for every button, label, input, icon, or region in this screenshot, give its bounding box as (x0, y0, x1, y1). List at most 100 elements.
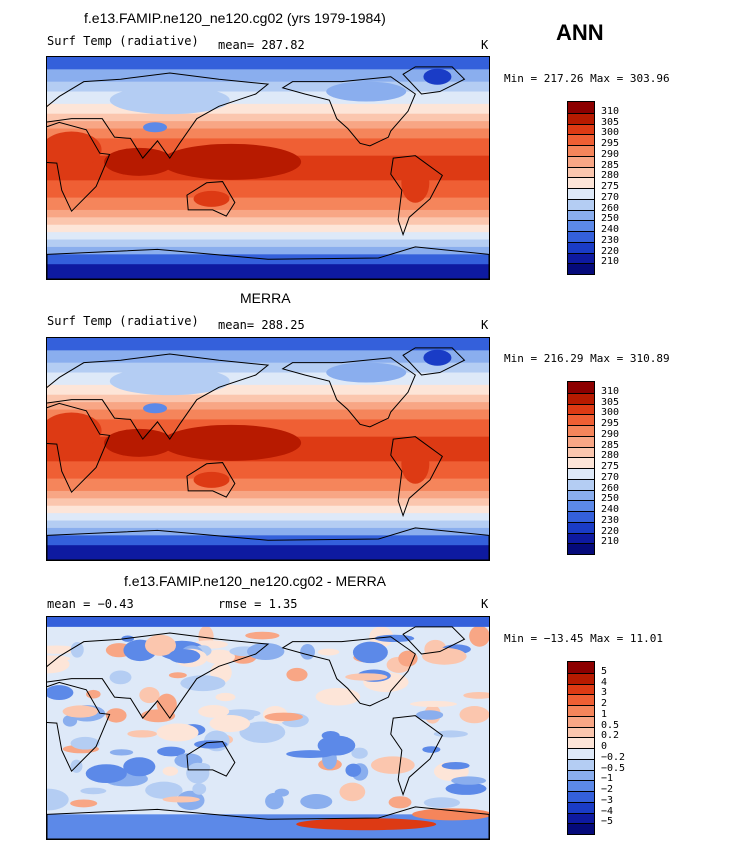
temperature-band (47, 197, 489, 211)
anomaly-patch (264, 712, 303, 722)
anomaly-patch (109, 749, 134, 756)
colorbar-tick-label: 280 (601, 450, 620, 462)
colorbar-swatch (568, 446, 594, 458)
coastline (47, 527, 489, 560)
colorbar-swatch (568, 102, 594, 113)
colorbar-swatch (568, 425, 594, 436)
colorbar-swatch (568, 521, 594, 533)
temperature-band (47, 128, 489, 139)
anomaly-patch (445, 782, 487, 795)
colorbar-tick-label: −2 (601, 784, 614, 795)
coastline (47, 72, 270, 160)
anomaly-patch (345, 673, 388, 681)
warm-pool (104, 147, 175, 176)
panel2-mean-label: mean= 288.25 (218, 318, 305, 332)
arctic-anomaly (47, 617, 489, 627)
anomaly-patch (398, 650, 418, 667)
temperature-band (47, 121, 489, 130)
colorbar-tick-label: 240 (601, 224, 620, 235)
anomaly-patch (180, 675, 226, 692)
panel1-minmax: Min = 217.26 Max = 303.96 (504, 72, 670, 85)
panel1-colorbar (567, 101, 595, 275)
colorbar-tick-label: −0.2 (601, 751, 626, 763)
temperature-band (47, 57, 489, 70)
coastline (390, 155, 443, 237)
colorbar-swatch (568, 694, 594, 705)
colorbar-swatch (568, 468, 594, 479)
warm-pool (104, 428, 175, 457)
colorbar-tick-label: 0 (601, 741, 608, 752)
panel1-title: f.e13.FAMIP.ne120_ne120.cg02 (yrs 1979-1… (84, 10, 386, 26)
coastline (402, 347, 466, 376)
anomaly-patch (245, 631, 280, 640)
colorbar-tick-label: 230 (601, 234, 620, 246)
colorbar-swatch (568, 662, 594, 673)
anomaly-patch (321, 731, 340, 740)
coastline (47, 402, 111, 494)
anomaly-patch (144, 634, 177, 656)
colorbar-swatch (568, 403, 594, 415)
anomaly-patch (374, 634, 415, 643)
colorbar-tick-label: 210 (601, 536, 620, 548)
land-warm (193, 471, 230, 488)
panel2-map (46, 337, 490, 561)
colorbar-tick-label: 310 (601, 385, 620, 397)
coastline (281, 76, 416, 147)
temperature-band (47, 81, 489, 93)
anomaly-patch (156, 723, 199, 742)
colorbar-swatch (568, 532, 594, 544)
anomaly-patch (423, 797, 461, 809)
panel2-minmax: Min = 216.29 Max = 310.89 (504, 352, 670, 365)
temperature-band (47, 103, 489, 115)
anomaly-patch (193, 762, 211, 772)
land-warm (401, 443, 430, 484)
land-cold (109, 367, 230, 396)
colorbar-swatch (568, 791, 594, 802)
anomaly-patch (433, 730, 468, 738)
anomaly-patch (139, 687, 160, 704)
temperature-band (47, 513, 489, 522)
anomaly-patch (62, 705, 99, 718)
temperature-band (47, 350, 489, 364)
temperature-band (47, 209, 489, 218)
panel2-variable-label: Surf Temp (radiative) (47, 314, 199, 328)
colorbar-tick-label: 250 (601, 213, 620, 225)
colorbar-swatch (568, 457, 594, 468)
panel2-colorbar (567, 381, 595, 555)
colorbar-tick-label: 280 (601, 170, 620, 182)
anomaly-patch (300, 644, 315, 660)
anomaly-patch (388, 796, 412, 809)
colorbar-swatch (568, 392, 594, 404)
colorbar-swatch (568, 737, 594, 748)
colorbar-swatch (568, 241, 594, 253)
panel1-variable-label: Surf Temp (radiative) (47, 34, 199, 48)
colorbar-tick-label: 1 (601, 708, 608, 720)
anomaly-patch (145, 781, 183, 799)
colorbar-swatch (568, 252, 594, 264)
southern-ocean-anomaly (412, 808, 489, 821)
colorbar-swatch (568, 543, 594, 554)
panel3-rmse-label: rmse = 1.35 (218, 597, 298, 611)
temperature-band (47, 69, 489, 83)
temperature-band (47, 246, 489, 255)
temperature-band (47, 338, 489, 351)
colorbar-swatch (568, 801, 594, 813)
anomaly-patch (469, 625, 489, 647)
anomaly-patch (70, 642, 84, 658)
temperature-band (47, 264, 489, 279)
colorbar-swatch (568, 155, 594, 167)
greenland-ice (423, 349, 452, 366)
colorbar-swatch (568, 188, 594, 199)
coastline (47, 246, 489, 279)
anomaly-patch (47, 645, 78, 654)
panel1-units-label: K (481, 38, 489, 52)
panel3-map (46, 616, 490, 840)
land-warm (47, 131, 102, 168)
anomaly-patch (352, 641, 388, 664)
tibet-plateau (143, 122, 168, 133)
anomaly-patch (239, 721, 286, 744)
colorbar-swatch (568, 145, 594, 156)
colorbar-tick-label: 270 (601, 471, 620, 483)
coastline (47, 121, 111, 213)
greenland-ice (423, 68, 452, 85)
